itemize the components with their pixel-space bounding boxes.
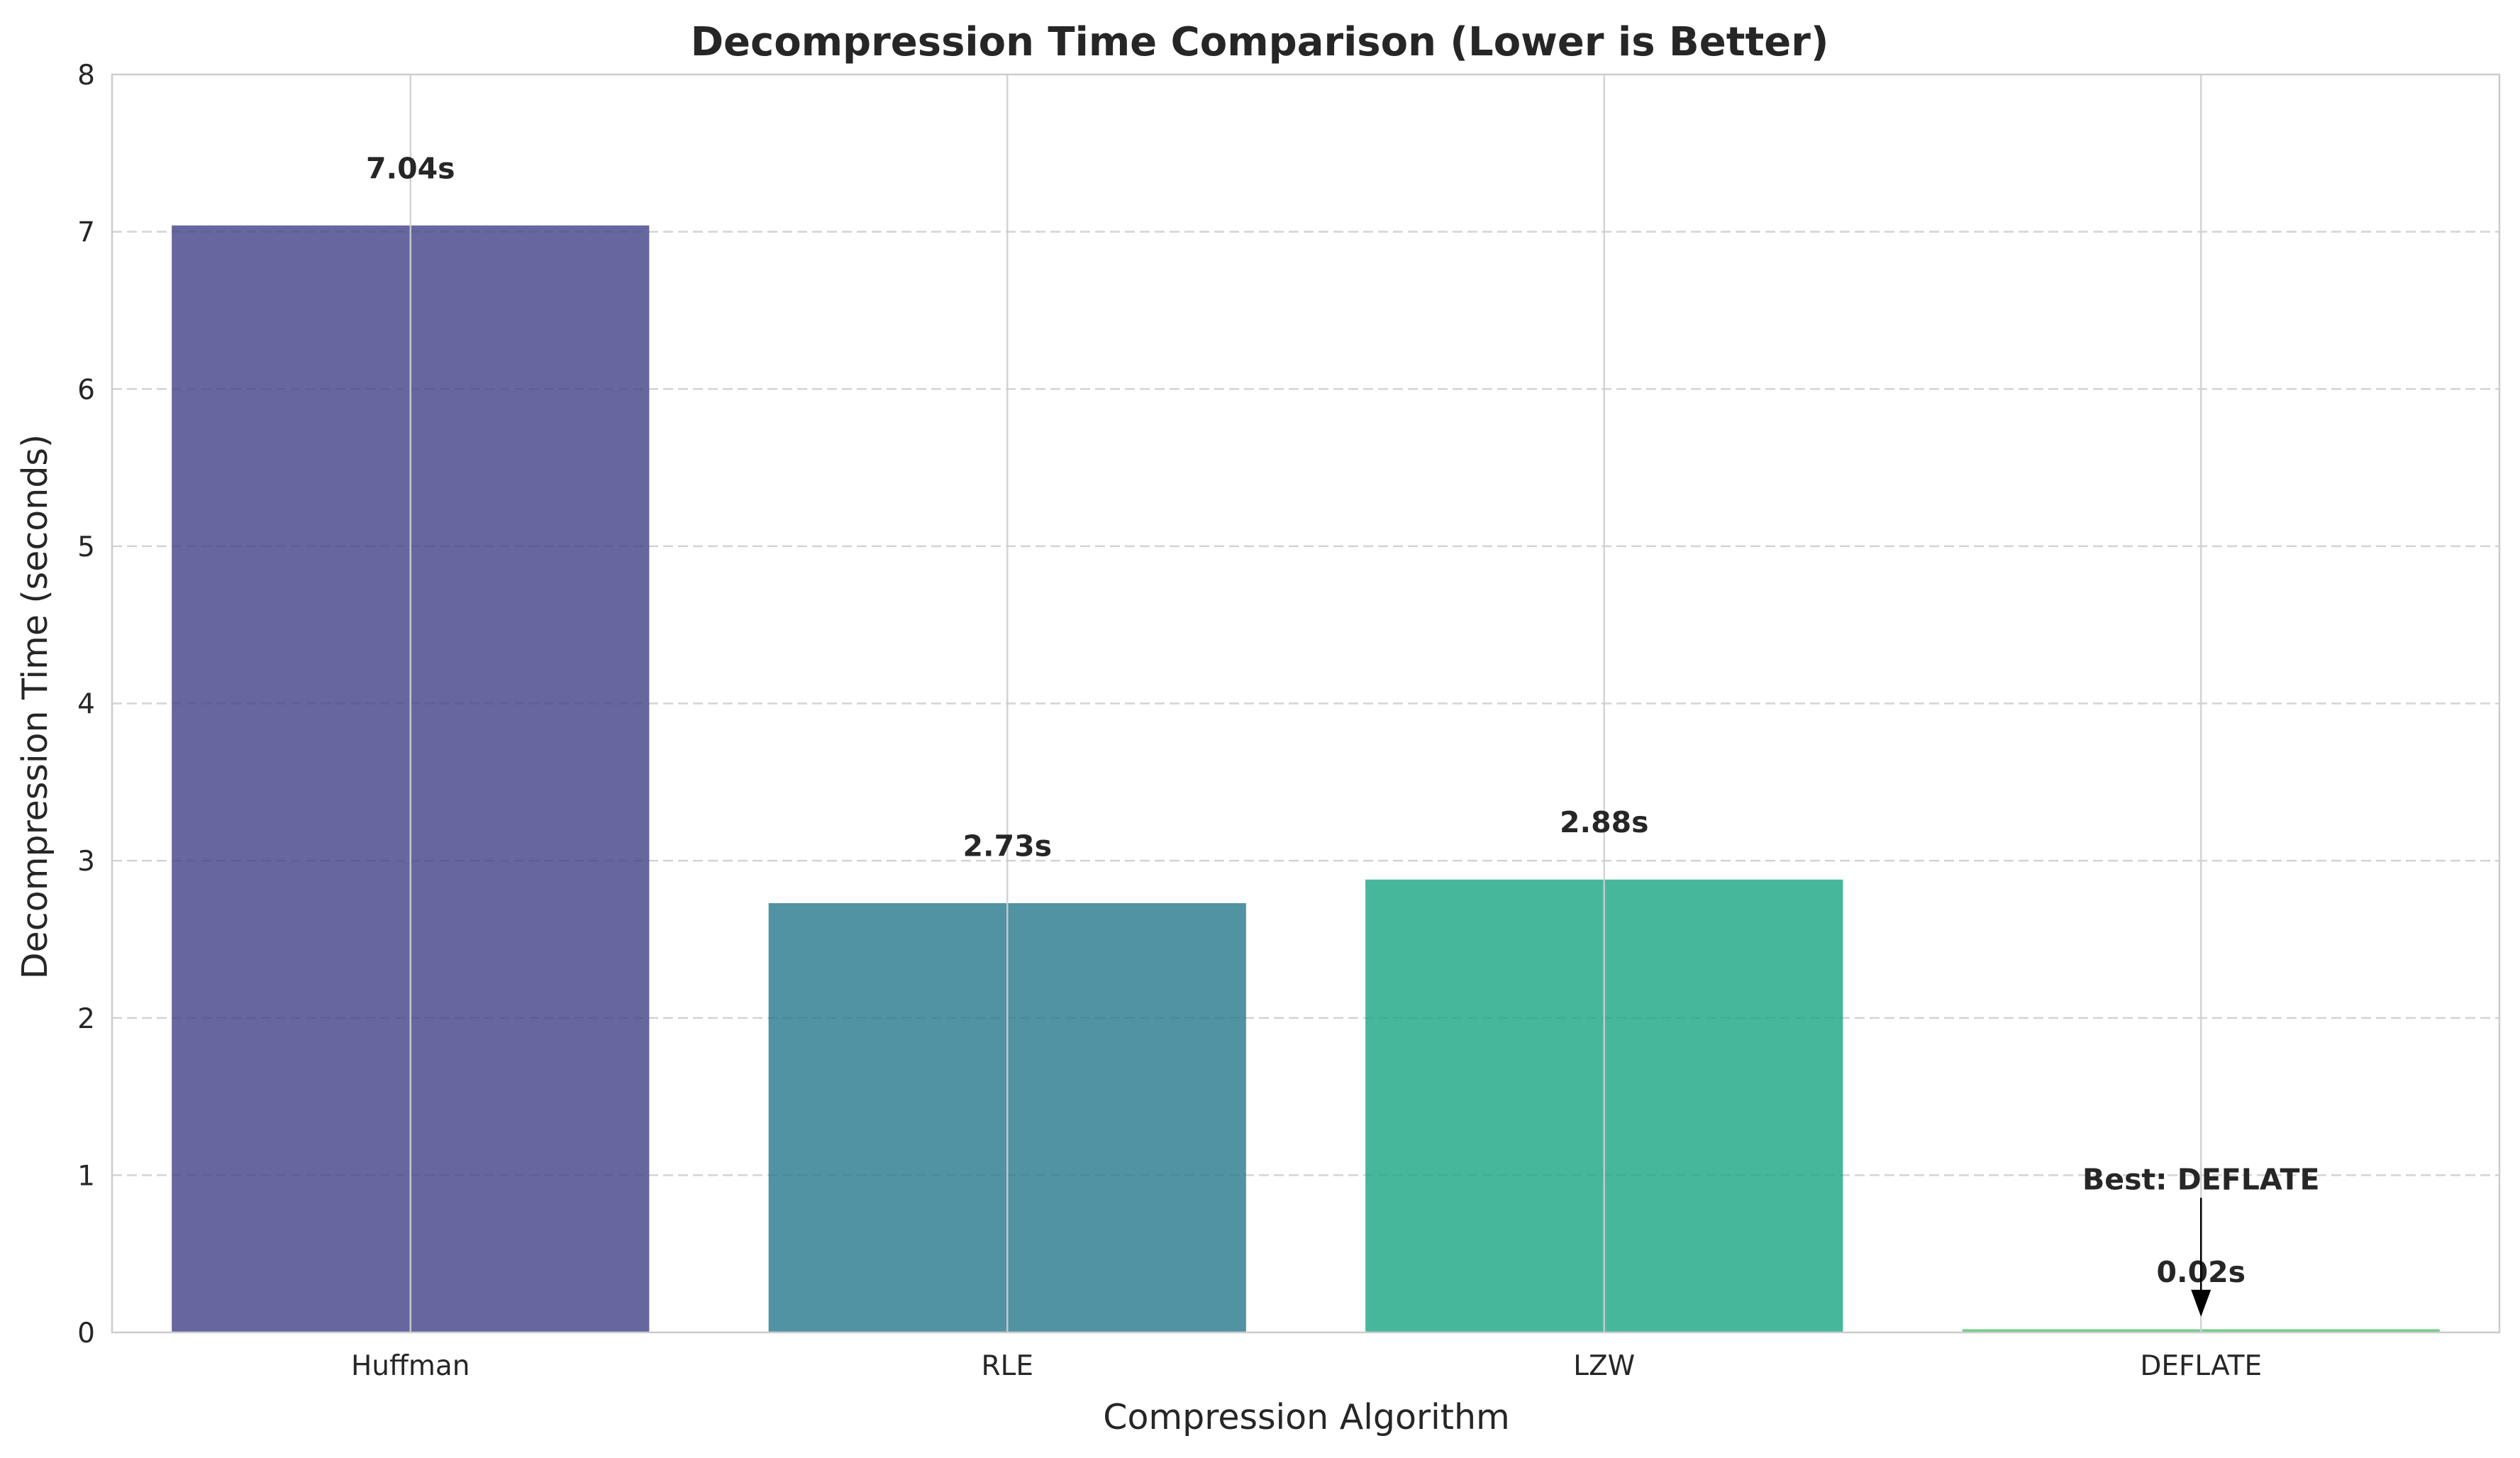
value-label-huffman: 7.04s	[366, 151, 455, 185]
y-tick-label: 1	[77, 1160, 95, 1192]
y-tick-label: 8	[77, 60, 95, 92]
chart-title: Decompression Time Comparison (Lower is …	[691, 19, 1829, 65]
x-tick-label-lzw: LZW	[1573, 1350, 1635, 1382]
x-axis-label: Compression Algorithm	[1103, 1397, 1510, 1437]
x-tick-label-rle: RLE	[982, 1350, 1033, 1382]
y-tick-label: 7	[77, 217, 95, 249]
x-tick-label-huffman: Huffman	[351, 1350, 470, 1382]
y-tick-label: 2	[77, 1003, 95, 1035]
vertical-grid-layer	[409, 74, 2202, 1332]
value-label-lzw: 2.88s	[1560, 805, 1649, 839]
y-tick-label: 5	[77, 531, 95, 563]
value-label-rle: 2.73s	[962, 829, 1052, 863]
annotation-layer: Best: DEFLATE	[2082, 1162, 2319, 1317]
tick-layer: 0 1 2 3 4 5 6 7 8 Huffman RLE LZW DEFLATE	[77, 60, 2262, 1382]
x-tick-label-deflate: DEFLATE	[2140, 1350, 2262, 1382]
annotation-arrow-head	[2191, 1289, 2211, 1317]
plot-frame	[111, 73, 2501, 1334]
grid-layer	[112, 231, 2499, 1176]
annotation-best-label: Best: DEFLATE	[2082, 1162, 2319, 1196]
y-axis-label: Decompression Time (seconds)	[15, 434, 55, 979]
y-tick-label: 6	[77, 374, 95, 406]
y-tick-label: 4	[77, 689, 95, 721]
y-tick-label: 3	[77, 846, 95, 878]
y-tick-label: 0	[77, 1318, 95, 1349]
